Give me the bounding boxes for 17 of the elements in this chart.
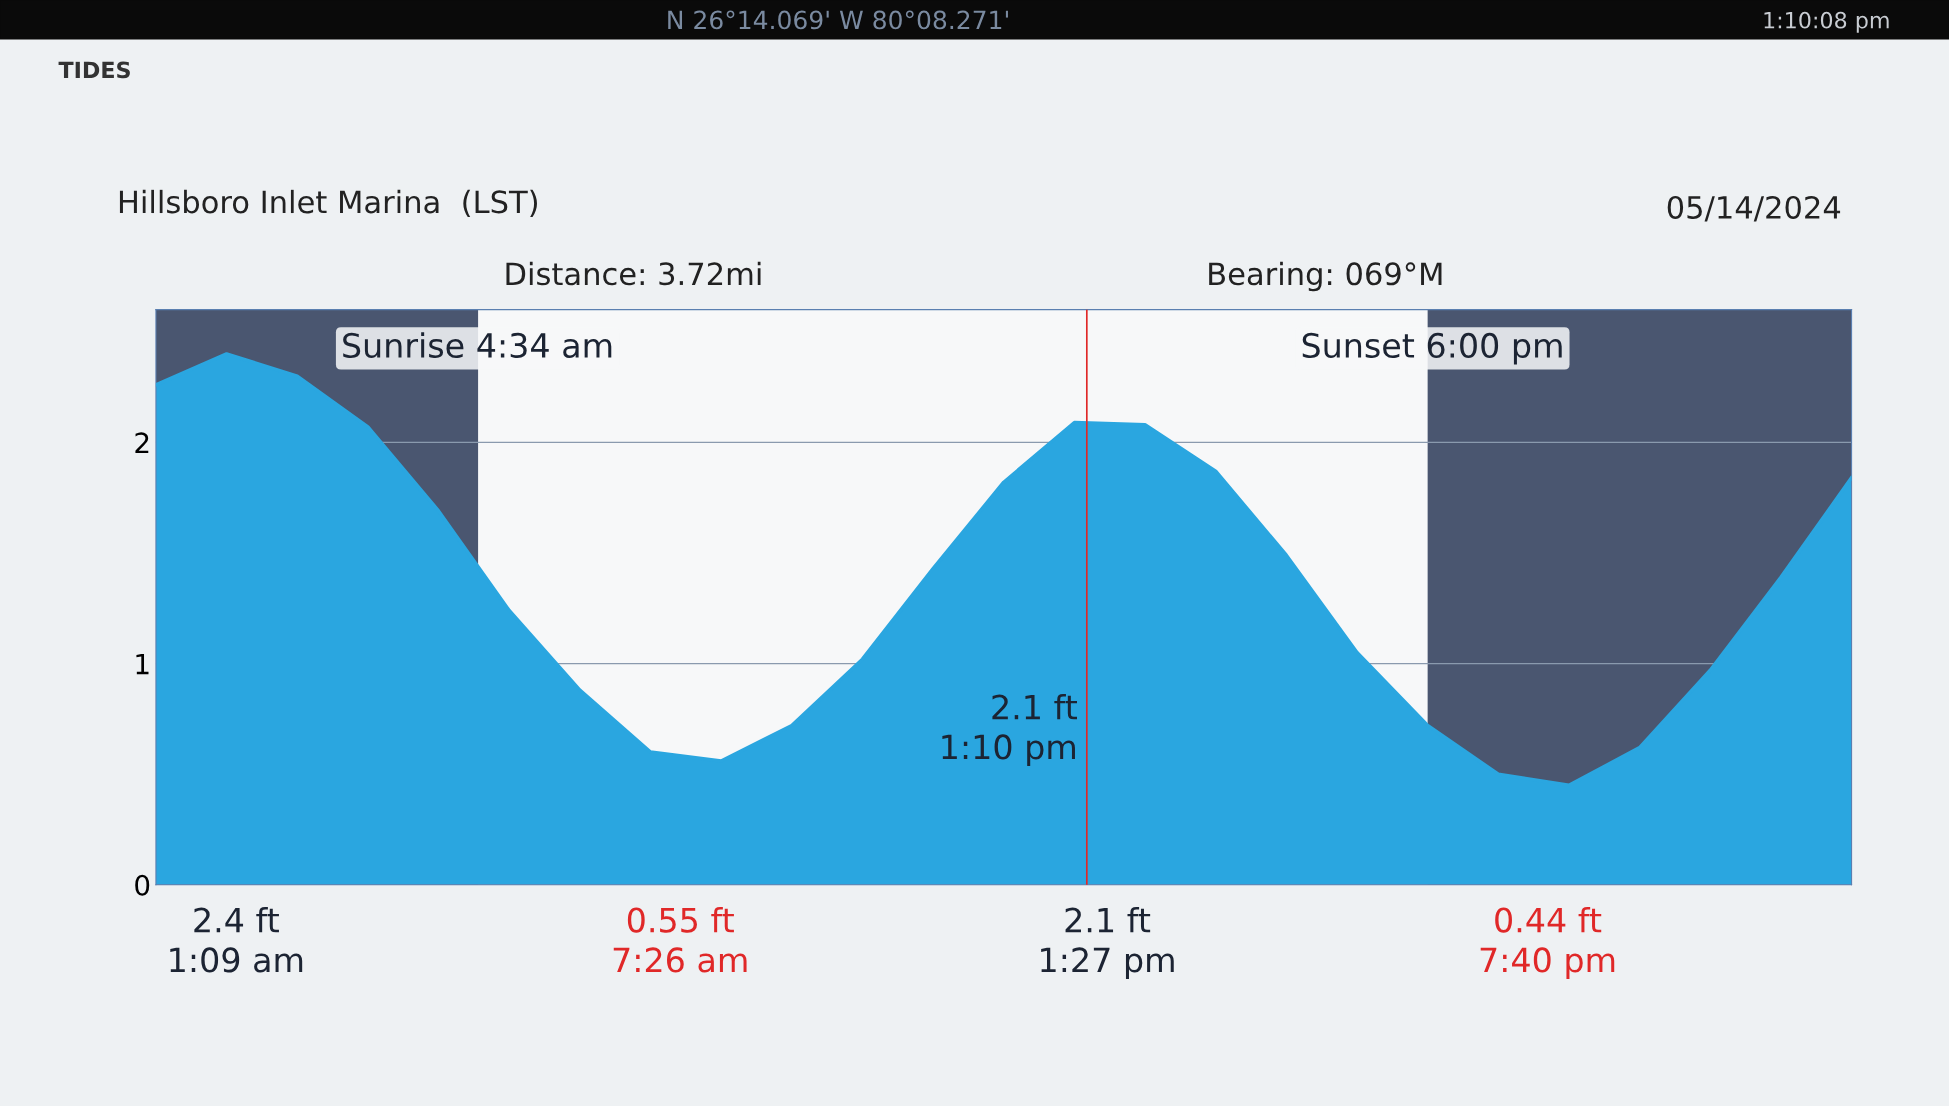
- text: Hillsboro Inlet Marina (LST): [119, 189, 537, 218]
- text: N 26°14.069' W 80°08.271': [668, 10, 1008, 30]
- y-tick-label: 1: [136, 653, 149, 675]
- text: 05/14/2024: [1667, 195, 1841, 222]
- annotation: Sunset 6:00 pm: [1302, 332, 1562, 365]
- text: 2.4 ft 1:09 am: [170, 906, 303, 973]
- annotation: Sunrise 4:34 am: [343, 332, 612, 359]
- text: 2.1 ft 1:27 pm: [1041, 906, 1174, 980]
- text: 1:10:08 pm: [1764, 11, 1889, 33]
- text: 0.44 ft 7:40 pm: [1480, 906, 1615, 980]
- text: Distance: 3.72mi: [506, 261, 761, 286]
- y-tick-label: 2: [135, 432, 149, 453]
- chart-title: TIDES: [58, 61, 130, 79]
- annotation: 2.1 ft 1:10 pm: [942, 693, 1077, 767]
- y-tick-label: 0: [135, 874, 150, 896]
- text: 0.55 ft 7:26 am: [613, 906, 747, 973]
- text: Bearing: 069°M: [1209, 261, 1442, 292]
